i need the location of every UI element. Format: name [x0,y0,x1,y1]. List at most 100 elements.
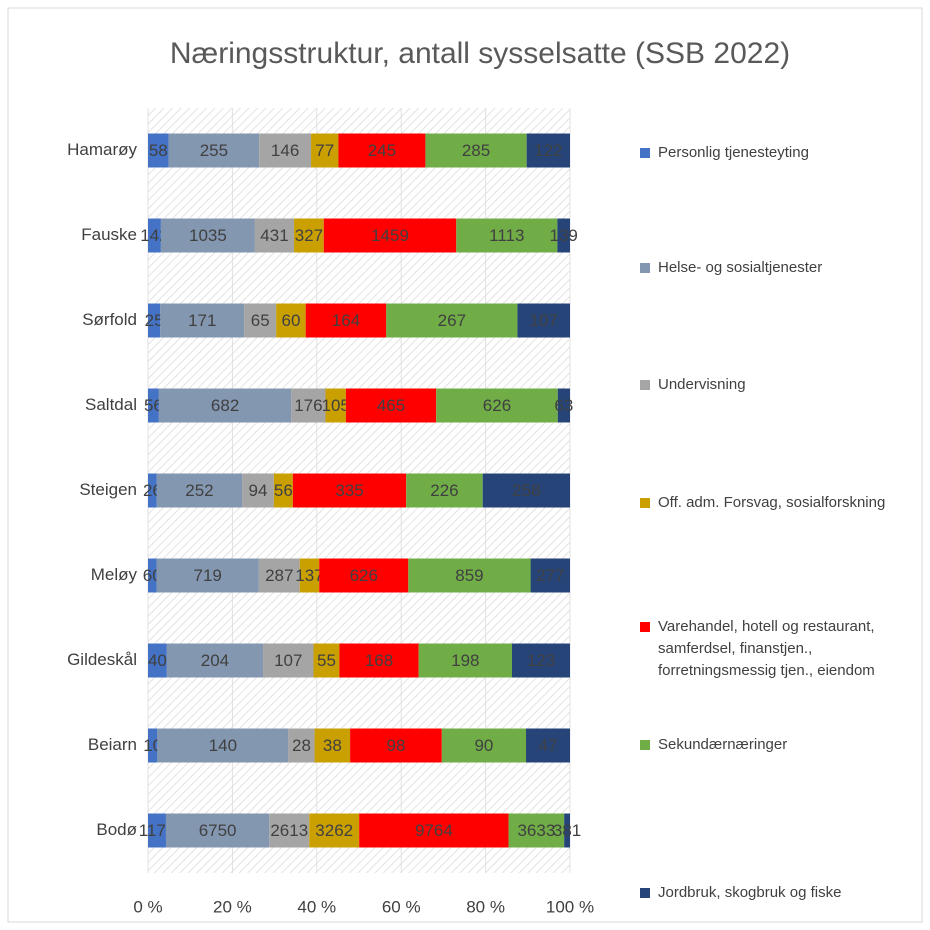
bar-segment [291,388,326,423]
legend-swatch [640,498,650,508]
data-label: 63 [554,396,573,415]
data-label: 40 [148,651,167,670]
data-label: 47 [539,736,558,755]
y-tick-label: Meløy [91,565,138,584]
data-label: 58 [149,141,168,160]
legend-item: Undervisning [640,374,905,396]
bar-segment [512,643,570,678]
bar-segment [263,643,314,678]
data-label: 1035 [189,226,227,245]
data-label: 327 [295,226,323,245]
legend-item: Helse- og sosialtjenester [640,257,905,279]
bar-segment [273,473,293,508]
data-label: 3633 [517,821,555,840]
data-label: 277 [536,566,564,585]
legend-item: Jordbruk, skogbruk og fiske [640,882,905,904]
data-label: 171 [188,311,216,330]
data-label: 252 [185,481,213,500]
bar-segment [314,728,351,763]
legend-swatch [640,888,650,898]
data-label: 56 [144,396,163,415]
bar-segment [305,303,387,338]
data-label: 107 [274,651,302,670]
data-label: 204 [201,651,229,670]
legend-swatch [640,148,650,158]
data-label: 25 [145,311,164,330]
bar-segment [160,218,255,253]
data-label: 626 [350,566,378,585]
bar-segment [242,473,274,508]
y-tick-label: Hamarøy [67,140,137,159]
bar-segment [311,133,339,168]
chart-title: Næringsstruktur, antall sysselsatte (SSB… [170,37,790,70]
data-label: 682 [211,396,239,415]
x-tick-label: 20 % [213,897,252,916]
data-label: 6750 [199,821,237,840]
bar-segment [165,813,270,848]
legend-item: Sekundærnæringer [640,734,905,756]
data-label: 719 [194,566,222,585]
legend-label: Off. adm. Forsvag, sosialforskning [658,494,886,511]
data-label: 859 [455,566,483,585]
legend-label: Undervisning [658,376,746,393]
y-tick-label: Fauske [81,225,137,244]
bar-segment [386,303,518,338]
bar-segment [526,133,570,168]
data-label: 77 [315,141,334,160]
bar-segment [244,303,277,338]
data-label: 258 [512,481,540,500]
chart-frame [7,7,923,923]
bar-segment [517,303,570,338]
data-label: 65 [251,311,270,330]
bar-segment [157,728,289,763]
bar-segment [338,133,426,168]
data-label: 146 [271,141,299,160]
bar-segment [148,558,157,593]
data-label: 137 [295,566,323,585]
bar-segment [508,813,565,848]
bar-segment [313,643,340,678]
bar-segment [325,388,346,423]
data-label: 28 [292,736,311,755]
bar-segment [530,558,570,593]
data-label: 168 [365,651,393,670]
data-label: 431 [260,226,288,245]
data-label: 226 [430,481,458,500]
legend-item: Personlig tjenesteyting [640,142,905,164]
data-label: 94 [249,481,268,500]
bar-segment [339,643,419,678]
bar-segment [160,303,245,338]
bar-segment [557,388,570,423]
bar-segment [299,558,320,593]
data-label: 267 [438,311,466,330]
data-label: 255 [200,141,228,160]
x-tick-label: 60 % [382,897,421,916]
bar-segment [350,728,442,763]
data-label: 38 [323,736,342,755]
legend-swatch [640,263,650,273]
legend-item: Varehandel, hotell og restaurant, samfer… [640,616,905,682]
data-label: 1459 [371,226,409,245]
bar-segment [436,388,558,423]
data-label: 198 [451,651,479,670]
data-label: 3262 [315,821,353,840]
x-tick-label: 80 % [466,897,505,916]
bar-segment [148,728,158,763]
bar-segment [168,133,260,168]
data-label: 123 [527,651,555,670]
data-label: 139 [549,226,577,245]
bar-segment [309,813,360,848]
bar-segment [418,643,513,678]
y-tick-label: Steigen [79,480,137,499]
y-tick-label: Saltdal [85,395,137,414]
bar-segment [294,218,324,253]
bar-segment [482,473,570,508]
data-label: 140 [209,736,237,755]
x-tick-label: 40 % [297,897,336,916]
bar-segment [156,473,243,508]
x-tick-label: 0 % [133,897,162,916]
legend-label: Jordbruk, skogbruk og fiske [658,884,842,901]
data-label: 107 [530,311,558,330]
y-tick-label: Sørfold [82,310,137,329]
